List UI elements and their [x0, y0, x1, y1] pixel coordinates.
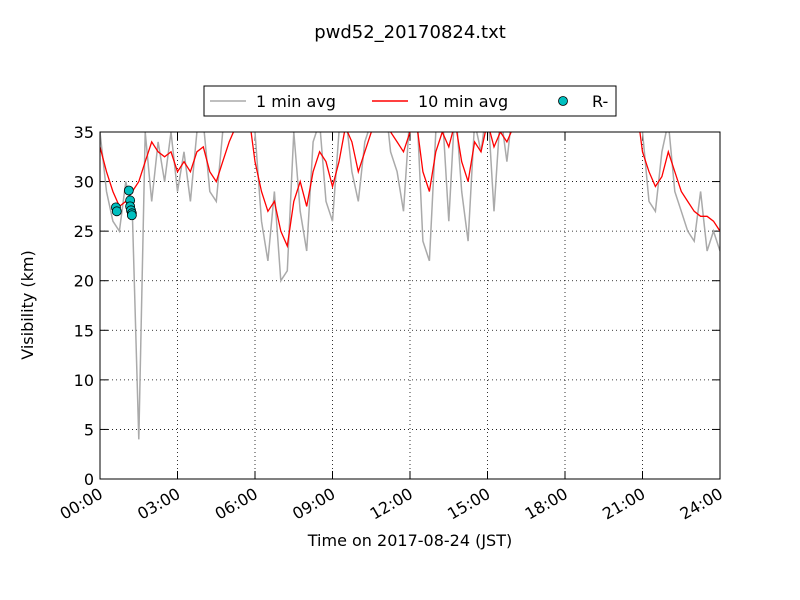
- y-tick-label: 25: [74, 222, 94, 241]
- plot-frame: [99, 131, 721, 480]
- x-tick-label: 00:00: [57, 484, 106, 524]
- y-tick-label: 35: [74, 123, 94, 142]
- x-tick-label: 09:00: [289, 484, 338, 524]
- x-tick-label: 12:00: [367, 484, 416, 524]
- legend-box: [203, 85, 617, 117]
- y-tick-label: 15: [74, 321, 94, 340]
- chart-title: pwd52_20170824.txt: [314, 22, 506, 43]
- legend-label: R-: [592, 92, 608, 111]
- legend-marker: [558, 96, 568, 106]
- plot-area: [100, 132, 720, 440]
- y-tick-label: 5: [84, 420, 94, 439]
- point: [111, 206, 122, 217]
- x-tick-label: 06:00: [212, 484, 261, 524]
- y-axis-label: Visibility (km): [18, 250, 37, 359]
- y-tick-label: 10: [74, 371, 94, 390]
- x-tick-label: 15:00: [444, 484, 493, 524]
- point: [126, 210, 137, 221]
- y-tick-label: 0: [84, 470, 94, 489]
- line-series: [100, 132, 720, 249]
- legend-label: 1 min avg: [256, 92, 336, 111]
- y-tick-label: 20: [74, 272, 94, 291]
- legend-label: 10 min avg: [418, 92, 508, 111]
- point: [123, 185, 134, 196]
- x-tick-label: 24:00: [677, 484, 726, 524]
- x-axis-label: Time on 2017-08-24 (JST): [307, 531, 512, 550]
- y-tick-label: 30: [74, 173, 94, 192]
- x-tick-label: 18:00: [522, 484, 571, 524]
- x-tick-label: 21:00: [599, 484, 648, 524]
- x-tick-label: 03:00: [134, 484, 183, 524]
